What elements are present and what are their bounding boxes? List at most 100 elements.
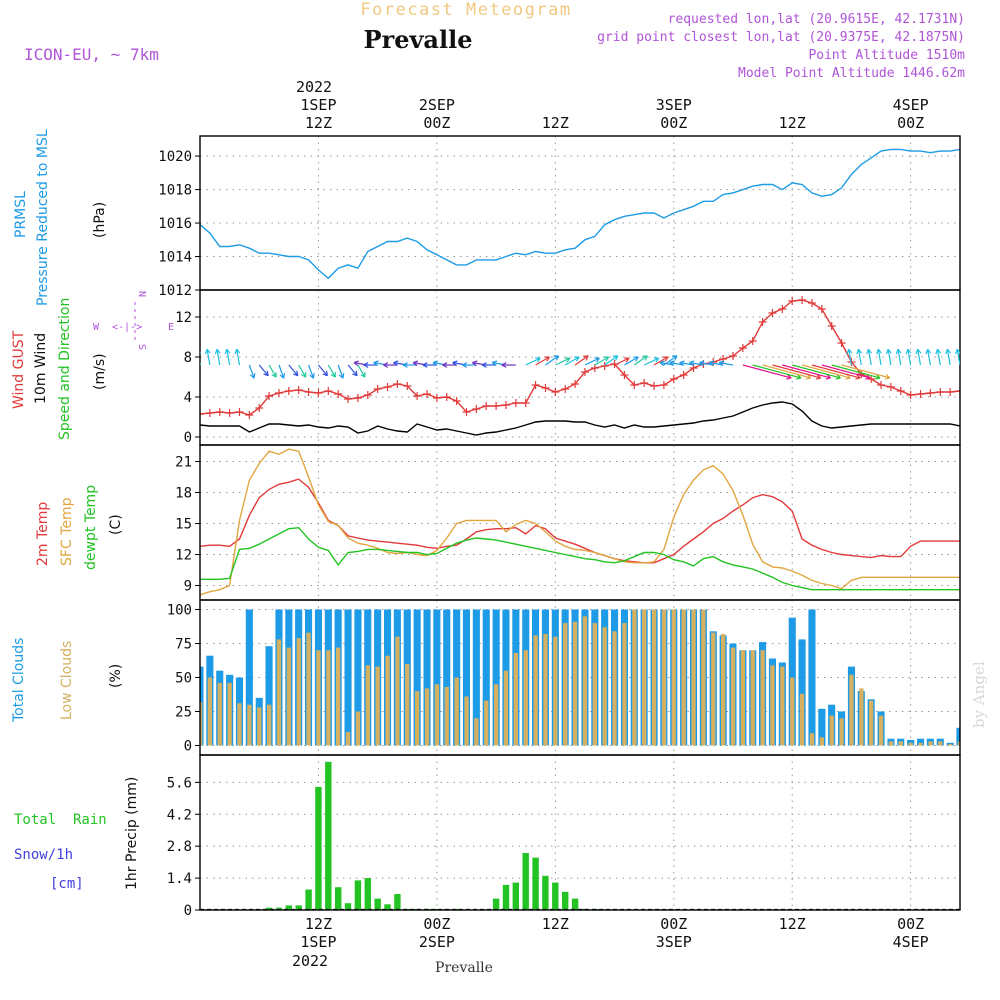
low-cloud-bar <box>286 647 291 746</box>
gust-marker <box>827 322 836 330</box>
gust-marker <box>521 399 530 407</box>
wind-arrowhead <box>699 360 705 367</box>
compass-east: E <box>168 322 174 333</box>
requested-coords: requested lon,lat (20.9615E, 42.1731N) <box>668 12 965 27</box>
rain-bar <box>295 905 302 910</box>
y-tick-label: 0 <box>184 738 192 754</box>
wind-arrowhead <box>442 362 448 368</box>
gust-marker <box>877 381 886 389</box>
low-cloud-bar <box>207 677 212 746</box>
wind-arrow <box>317 364 328 377</box>
wind-arrow <box>653 356 669 366</box>
wind-arrowhead <box>535 357 541 363</box>
wind-arrow <box>821 364 871 379</box>
rain-bar <box>354 880 362 910</box>
total-cloud-bar <box>917 738 925 746</box>
top-time-label: 12Z <box>305 114 332 132</box>
gust-marker <box>590 364 599 372</box>
rain-bar <box>492 898 500 910</box>
wind-arrowhead <box>363 362 369 368</box>
gust-marker <box>274 389 283 397</box>
wind-arrowhead <box>915 348 922 355</box>
low-cloud-bar <box>592 623 597 746</box>
rain-bar <box>275 907 283 910</box>
low-cloud-bar <box>681 609 686 746</box>
watermark: by Angel <box>970 661 988 728</box>
y-tick-label: 21 <box>175 455 192 471</box>
gust-marker <box>778 305 787 313</box>
precipitation-panel: 0 1.4 2.8 4.2 5.6 <box>167 754 961 919</box>
wind-arrowhead <box>279 373 286 379</box>
wind-arrowhead <box>856 348 863 355</box>
footer-location: Prevalle <box>435 960 493 976</box>
bottom-date-label: 1SEP <box>300 933 336 951</box>
gust-marker <box>205 409 214 417</box>
low-cloud-bar <box>523 650 528 746</box>
wind-arrowhead <box>846 348 853 355</box>
wind-arrow <box>545 355 559 366</box>
low-cloud-bar <box>908 742 913 746</box>
low-cloud-bar <box>533 635 538 746</box>
total-rain-label: Total Rain <box>14 812 107 828</box>
wind-arrowhead <box>708 360 715 367</box>
wind-arrowhead <box>594 357 600 363</box>
gust-marker <box>541 384 550 392</box>
wind-arrow <box>594 356 609 366</box>
y-tick-label: 1020 <box>158 149 192 165</box>
rain-bar <box>562 891 569 910</box>
low-cloud-bar <box>869 700 874 746</box>
y-tick-label: 0 <box>184 430 192 446</box>
low-cloud-bar <box>217 682 222 746</box>
y-tick-label: 25 <box>175 704 192 720</box>
wind-arrowhead <box>662 356 669 362</box>
wind-arrow <box>897 349 902 366</box>
gust-marker <box>561 385 570 393</box>
gust-marker <box>669 375 678 383</box>
bottom-time-label: 00Z <box>660 915 687 933</box>
y-tick-label: 12 <box>175 310 192 326</box>
pressure-panel: 1012 1014 1016 1018 1020 <box>158 135 961 299</box>
wind-arrowhead <box>383 362 389 368</box>
wind-arrowhead <box>935 348 942 355</box>
compass-west: W <box>93 322 100 333</box>
gust-marker <box>906 391 915 399</box>
cloud-unit: (%) <box>108 664 124 688</box>
total-cloud-bar <box>956 727 960 746</box>
low-cloud-bar <box>316 650 321 746</box>
gust-marker <box>225 409 234 417</box>
wind-arrowhead <box>501 362 507 368</box>
y-tick-label: 50 <box>175 671 192 687</box>
y-tick-label: 1014 <box>158 250 192 266</box>
low-cloud-bar <box>928 741 933 746</box>
gust-marker <box>807 299 816 307</box>
wind-arrowhead <box>309 373 315 379</box>
precipitation-marks <box>265 761 598 910</box>
wind-arrowhead <box>271 372 277 378</box>
wind-arrowhead <box>292 370 299 377</box>
low-cloud-bar <box>474 718 479 746</box>
rain-bar <box>552 882 559 910</box>
low-cloud-bar <box>267 704 272 746</box>
gust-marker <box>334 390 343 398</box>
low-cloud-bar <box>898 741 903 746</box>
clouds-frame <box>199 599 961 756</box>
wind-arrow <box>206 349 211 366</box>
low-cloud-bar <box>809 733 815 746</box>
top-date-label: 3SEP <box>656 96 692 114</box>
top-date-label: 1SEP <box>300 96 336 114</box>
pressure-frame <box>199 135 961 291</box>
prmsl-line <box>200 148 960 280</box>
top-time-label: 00Z <box>897 114 924 132</box>
gust-marker <box>245 411 254 419</box>
bottom-time-label: 12Z <box>305 915 332 933</box>
top-time-label: 00Z <box>423 114 450 132</box>
y-tick-label: 15 <box>175 517 192 533</box>
wind-arrowhead <box>653 357 660 363</box>
low-cloud-bar <box>790 677 795 746</box>
wind-arrow <box>907 349 912 366</box>
low-cloud-bar <box>691 609 696 746</box>
low-cloud-bar <box>415 691 420 746</box>
wind-arrow <box>841 364 891 379</box>
gust-marker <box>728 352 737 360</box>
wind-arrow <box>936 349 941 366</box>
